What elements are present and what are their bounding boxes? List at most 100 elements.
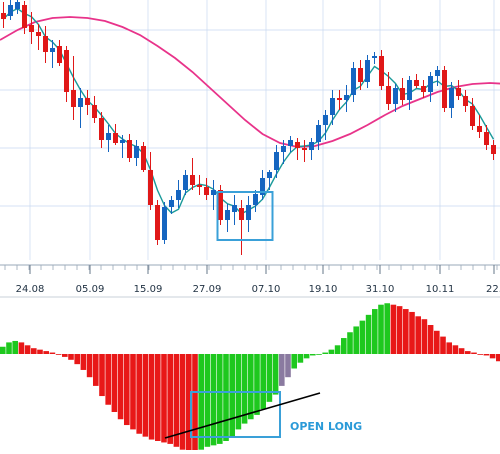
histogram-bar-45 (279, 354, 285, 386)
histogram-bar-33 (204, 354, 211, 447)
histogram-bar-51 (316, 354, 322, 355)
x-tick-label-6: 31.10 (366, 284, 395, 295)
histogram-bar-52 (322, 352, 328, 354)
candle-body-29 (204, 187, 209, 195)
candle-body-63 (442, 70, 447, 108)
candle-body-57 (400, 88, 405, 100)
histogram-bar-47 (291, 354, 297, 369)
histogram-bar-61 (378, 304, 384, 354)
candle-body-42 (295, 142, 300, 148)
candle-body-61 (428, 76, 433, 92)
candle-body-58 (407, 80, 412, 100)
x-tick-label-1: 05.09 (76, 284, 105, 295)
histogram-bar-41 (254, 354, 260, 415)
histogram-bar-11 (68, 354, 74, 360)
candle-body-50 (351, 68, 356, 95)
x-tick-label-3: 27.09 (193, 284, 222, 295)
x-tick-label-2: 15.09 (134, 284, 163, 295)
candle-body-43 (302, 148, 307, 150)
candle-body-6 (43, 36, 48, 52)
candle-body-51 (358, 68, 363, 82)
candle-body-17 (120, 140, 125, 143)
histogram-bar-59 (365, 314, 372, 354)
divergence-trendline (164, 392, 321, 439)
candle-body-1 (8, 5, 13, 16)
candle-body-2 (15, 2, 20, 9)
candle-body-12 (85, 98, 90, 105)
histogram-bar-1 (6, 342, 12, 354)
histogram-bar-21 (130, 354, 136, 430)
candle-body-4 (29, 25, 34, 32)
histogram-bar-3 (18, 342, 25, 354)
candle-layer (1, 0, 496, 255)
histogram-bar-22 (136, 354, 142, 434)
candle-body-32 (225, 210, 230, 220)
histogram-bar-57 (353, 326, 359, 354)
candle-body-15 (106, 133, 111, 140)
candle-body-59 (414, 80, 419, 86)
candle-body-46 (323, 115, 328, 125)
candle-body-31 (218, 190, 223, 220)
candle-body-69 (484, 132, 489, 145)
histogram-bar-78 (483, 354, 490, 356)
candle-body-68 (477, 126, 482, 132)
histogram-bar-49 (303, 354, 310, 359)
histogram-bar-6 (37, 349, 43, 354)
histogram-bar-30 (186, 354, 192, 454)
candle-body-3 (22, 5, 27, 28)
histogram-bar-80 (496, 354, 500, 362)
candle-body-28 (197, 185, 202, 187)
histogram-bar-64 (396, 306, 403, 354)
candle-body-9 (64, 50, 69, 92)
histogram-bar-71 (440, 336, 446, 354)
x-tick-label-0: 24.08 (16, 284, 45, 295)
histogram-bar-5 (31, 348, 37, 354)
histogram-bar-24 (148, 354, 155, 440)
candle-body-52 (365, 60, 370, 82)
candle-body-0 (1, 13, 6, 19)
histogram-bar-32 (198, 354, 204, 450)
histogram-bar-10 (62, 354, 68, 357)
histogram-bar-43 (266, 354, 273, 402)
histogram-bar-70 (434, 330, 440, 354)
histogram-bar-28 (173, 354, 180, 447)
histogram-bar-25 (155, 354, 161, 441)
histogram-bar-69 (427, 325, 434, 354)
x-tick-label-8: 22. (486, 284, 500, 295)
histogram-bar-26 (161, 354, 167, 443)
candle-body-27 (190, 175, 195, 185)
histogram-bar-65 (403, 309, 409, 354)
candle-body-5 (36, 32, 41, 36)
candle-body-47 (330, 98, 335, 115)
candle-body-37 (260, 178, 265, 195)
candle-body-55 (386, 86, 391, 104)
candle-body-10 (71, 90, 76, 107)
x-tick-label-4: 07.10 (252, 284, 281, 295)
histogram-bar-12 (74, 354, 80, 365)
slow-moving-average-line (0, 16, 500, 148)
candle-body-39 (274, 152, 279, 170)
histogram-bar-37 (229, 354, 235, 437)
histogram-bar-14 (86, 354, 93, 378)
annot-layer: OPEN LONG (164, 191, 362, 439)
candle-body-41 (288, 140, 293, 146)
candle-body-21 (148, 170, 153, 205)
candle-body-64 (449, 88, 454, 108)
histogram-bar-16 (99, 354, 105, 397)
histogram-bar-46 (285, 354, 291, 378)
candle-body-54 (379, 56, 384, 86)
histogram-bar-56 (347, 332, 353, 354)
histogram-bar-31 (192, 354, 198, 454)
histogram-bar-68 (421, 319, 428, 354)
candle-body-20 (141, 146, 146, 170)
axis-layer: 24.08 05.09 15.09 27.09 07.10 19.10 31.10 10.11… (0, 264, 500, 298)
histogram-bar-63 (390, 304, 397, 354)
candle-body-13 (92, 105, 97, 118)
histogram-bar-39 (241, 354, 248, 424)
histogram-bar-36 (223, 354, 229, 441)
histogram-bar-2 (12, 340, 18, 354)
histogram-bar-23 (142, 354, 149, 437)
histogram-bar-48 (297, 354, 304, 363)
histogram-bar-17 (105, 354, 111, 405)
candle-body-7 (50, 48, 55, 52)
